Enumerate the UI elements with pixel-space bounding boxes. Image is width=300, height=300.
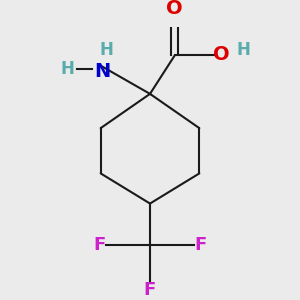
Text: O: O: [213, 45, 230, 64]
Text: N: N: [94, 62, 110, 81]
Text: F: F: [195, 236, 207, 254]
Text: H: H: [236, 41, 250, 59]
Text: H: H: [99, 41, 113, 59]
Text: H: H: [61, 60, 75, 78]
Text: O: O: [167, 0, 183, 18]
Text: F: F: [144, 281, 156, 299]
Text: F: F: [93, 236, 105, 254]
